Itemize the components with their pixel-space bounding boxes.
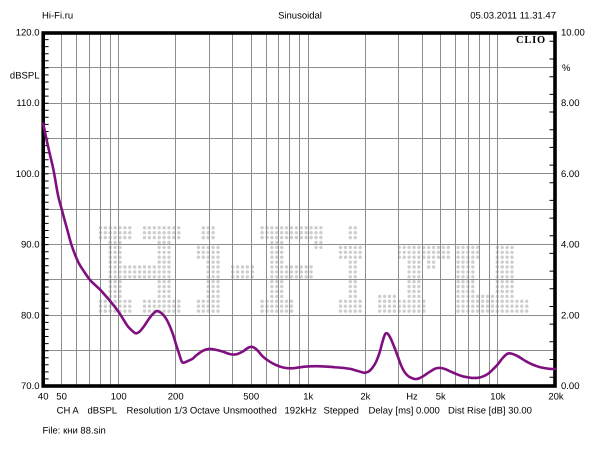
svg-text:90.0: 90.0 [21,240,40,251]
svg-text:5k: 5k [436,392,446,403]
svg-text:6.00: 6.00 [561,169,580,180]
svg-text:10.00: 10.00 [561,28,585,39]
svg-text:10k: 10k [490,392,506,403]
svg-text:File: кни 88.sin: File: кни 88.sin [43,426,106,437]
svg-text:Unsmoothed: Unsmoothed [223,406,277,417]
svg-text:8.00: 8.00 [561,98,580,109]
svg-text:0.00: 0.00 [561,381,580,392]
svg-text:Dist Rise [dB] 30.00: Dist Rise [dB] 30.00 [448,406,532,417]
svg-text:1k: 1k [303,392,313,403]
svg-text:Hz: Hz [406,392,418,403]
svg-text:Delay [ms] 0.000: Delay [ms] 0.000 [369,406,440,417]
svg-text:Stepped: Stepped [324,406,359,417]
svg-text:2k: 2k [360,392,370,403]
svg-text:50: 50 [56,392,67,403]
svg-text:70.0: 70.0 [21,381,40,392]
svg-text:40: 40 [38,392,49,403]
svg-text:120.0: 120.0 [16,28,40,39]
svg-text:20k: 20k [548,392,564,403]
svg-text:dBSPL: dBSPL [10,71,40,82]
svg-text:500: 500 [243,392,259,403]
svg-text:CLIO: CLIO [516,35,546,46]
svg-text:Hi-Fi.ru: Hi-Fi.ru [42,11,73,22]
svg-text:Sinusoidal: Sinusoidal [278,11,322,22]
svg-text:100.0: 100.0 [16,169,40,180]
svg-text:200: 200 [168,392,184,403]
svg-text:dBSPL: dBSPL [88,406,118,417]
svg-text:192kHz: 192kHz [285,406,317,417]
svg-text:05.03.2011 11.31.47: 05.03.2011 11.31.47 [470,11,556,22]
svg-text:80.0: 80.0 [21,310,40,321]
svg-text:%: % [562,63,571,74]
svg-text:4.00: 4.00 [561,240,580,251]
svg-text:2.00: 2.00 [561,310,580,321]
svg-text:100: 100 [111,392,127,403]
svg-text:Resolution 1/3 Octave: Resolution 1/3 Octave [127,406,220,417]
svg-text:110.0: 110.0 [16,98,39,109]
svg-text:CH A: CH A [57,406,80,417]
